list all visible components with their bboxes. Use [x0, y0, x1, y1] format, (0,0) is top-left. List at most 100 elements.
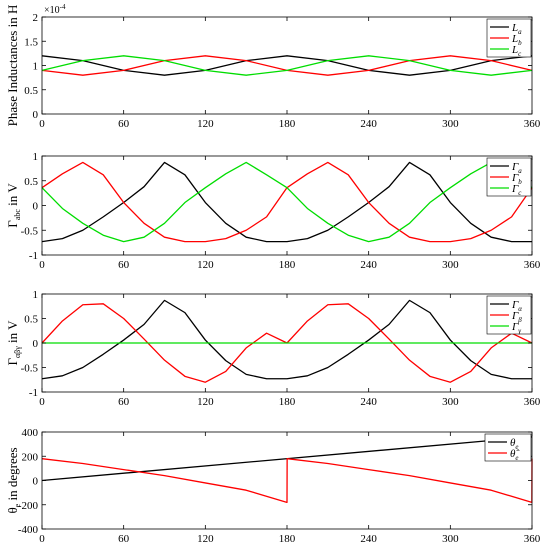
y-tick-label: 200: [22, 451, 39, 463]
legend-label-2: Γβ: [511, 310, 522, 324]
x-tick-label: 180: [279, 396, 296, 408]
x-tick-label: 0: [39, 259, 45, 271]
axis-exponent: ×10-4: [44, 3, 66, 16]
series-line-1: [41, 55, 533, 76]
legend-label-sub: a: [518, 167, 522, 175]
y-tick-label: 0: [33, 338, 39, 350]
y-axis-label-suffix: in V: [5, 183, 20, 209]
x-tick-label: 60: [118, 259, 130, 271]
y-tick-label: 0.5: [24, 176, 38, 188]
x-tick-label: 0: [39, 533, 45, 545]
series-line-2: [41, 161, 533, 243]
series-line-3: [41, 55, 533, 76]
y-axis-label-sub: e: [13, 503, 22, 507]
legend-label-sub: γ: [518, 327, 521, 335]
y-tick-label: 1: [33, 61, 39, 73]
axis-exponent-power: -4: [60, 3, 66, 11]
legend-label-2: Lb: [511, 33, 522, 47]
y-tick-label: -1: [29, 387, 38, 399]
legend-label-main: L: [511, 33, 518, 45]
x-tick-label: 180: [279, 533, 296, 545]
x-tick-label: 240: [360, 533, 377, 545]
x-tick-label: 0: [39, 118, 45, 130]
y-tick-label: 0: [33, 201, 39, 213]
legend-label-sub: c: [518, 50, 522, 58]
y-tick-label: -0.5: [21, 363, 39, 375]
y-tick-label: 1.5: [24, 36, 38, 48]
legend-label-sub: b: [518, 178, 522, 186]
y-axis-label: Γabc in V: [5, 183, 22, 228]
x-tick-label: 120: [197, 533, 214, 545]
series-line-3: [41, 161, 533, 243]
legend-label-main: L: [511, 22, 518, 34]
legend-label-1: Γα: [511, 299, 522, 313]
x-tick-label: 180: [279, 118, 296, 130]
y-tick-label: 2: [33, 12, 39, 24]
x-tick-label: 60: [118, 533, 130, 545]
x-tick-label: 300: [442, 259, 459, 271]
x-tick-label: 240: [360, 259, 377, 271]
legend-label-sub: e: [515, 454, 518, 462]
legend-label-main: Γ: [511, 310, 519, 322]
y-tick-label: -400: [18, 524, 39, 536]
legend-label-2: θ̂e: [510, 448, 520, 462]
legend-label-sub: c: [518, 189, 522, 197]
legend-label-1: Γa: [511, 161, 522, 175]
y-tick-label: 0: [33, 476, 39, 488]
legend-label-sub: α: [518, 305, 522, 313]
y-axis-label-sub: αβγ: [13, 346, 22, 358]
x-tick-label: 300: [442, 118, 459, 130]
y-tick-label: -200: [18, 500, 39, 512]
y-tick-label: 1: [33, 289, 39, 301]
y-axis-label: θe in degrees: [5, 447, 22, 513]
legend-label-3: Lc: [511, 44, 522, 58]
y-tick-label: -0.5: [21, 225, 39, 237]
y-tick-label: 1: [33, 151, 39, 163]
series-line-2: [41, 458, 533, 503]
legend-label-3: Γγ: [511, 321, 521, 335]
legend-label-1: La: [511, 22, 522, 36]
legend-label-sub: β: [517, 316, 522, 324]
y-tick-label: 400: [22, 427, 39, 439]
legend-label-main: Γ: [511, 161, 519, 173]
series-line-1: [41, 299, 532, 380]
axis-exponent-base: ×10: [44, 5, 60, 16]
x-tick-label: 360: [524, 533, 541, 545]
series-line-2: [41, 55, 533, 76]
y-axis-label-main: Γ: [5, 358, 20, 366]
x-tick-label: 240: [360, 118, 377, 130]
legend-label-sub: b: [518, 39, 522, 47]
x-tick-label: 120: [197, 396, 214, 408]
x-tick-label: 240: [360, 396, 377, 408]
legend: θeθ̂e: [484, 433, 532, 462]
legend-label-2: Γb: [511, 172, 522, 186]
axes-box: [41, 16, 533, 115]
x-tick-label: 360: [524, 396, 541, 408]
y-axis-label-suffix: in degrees: [5, 447, 20, 503]
y-axis-label: Γαβγ in V: [5, 320, 22, 366]
y-axis-label-main: Γ: [5, 220, 20, 228]
x-tick-label: 0: [39, 396, 45, 408]
x-tick-label: 180: [279, 259, 296, 271]
series-line-1: [41, 161, 532, 243]
legend-label-sub: a: [518, 28, 522, 36]
y-axis-label: Phase Inductances in H: [5, 5, 20, 127]
y-axis-label-suffix: in V: [5, 320, 20, 346]
y-tick-label: 0.5: [24, 314, 38, 326]
x-tick-label: 360: [524, 259, 541, 271]
legend-label-main: Γ: [511, 172, 519, 184]
x-tick-label: 360: [524, 118, 541, 130]
y-axis-label-sub: abc: [13, 209, 22, 221]
legend-label-1: θe: [510, 437, 519, 451]
x-tick-label: 60: [118, 396, 130, 408]
y-tick-label: -1: [29, 250, 38, 262]
legend-label-main: L: [511, 44, 518, 56]
legend-label-main: Γ: [511, 321, 519, 333]
